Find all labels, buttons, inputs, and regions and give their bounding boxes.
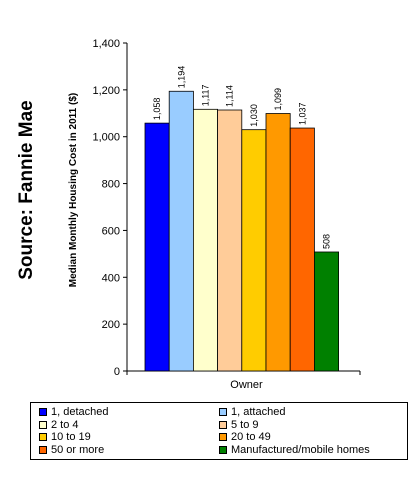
bar — [289, 127, 315, 372]
legend-swatch — [219, 420, 227, 429]
legend-item: 10 to 19 — [39, 431, 91, 443]
legend-swatch — [219, 445, 227, 454]
legend-label: 5 to 9 — [231, 418, 259, 431]
y-axis-label: Median Monthly Housing Cost in 2011 ($) — [68, 92, 79, 288]
y-tick-label: 1,400 — [92, 38, 120, 50]
legend-item: 1, attached — [219, 406, 285, 418]
data-label: 1,030 — [249, 104, 259, 127]
legend-item: 50 or more — [39, 444, 104, 456]
data-label: 508 — [322, 234, 332, 249]
legend-swatch — [219, 433, 227, 441]
legend-item: 2 to 4 — [39, 419, 79, 431]
data-label: 1,117 — [201, 84, 211, 106]
legend-item: 5 to 9 — [219, 419, 259, 431]
legend-label: 20 to 49 — [231, 431, 271, 443]
y-tick-label: 400 — [102, 272, 120, 284]
legend-swatch — [39, 433, 47, 441]
legend-item: 1, detached — [39, 406, 109, 418]
bar — [313, 251, 339, 372]
bar — [192, 108, 218, 372]
legend-label: 1, attached — [231, 406, 286, 418]
legend-swatch — [39, 445, 47, 454]
source-label: Source: Fannie Mae — [16, 100, 37, 280]
legend-swatch — [39, 420, 47, 429]
bar — [241, 129, 267, 372]
y-tick-label: 1,000 — [92, 132, 120, 144]
data-label: 1,114 — [225, 85, 235, 107]
legend-label: Manufactured/mobile homes — [231, 443, 370, 456]
data-label: 1,194 — [176, 66, 186, 89]
x-category-label: Owner — [230, 379, 263, 391]
data-label: 1,099 — [273, 88, 283, 111]
legend-label: 10 to 19 — [51, 431, 91, 443]
bar — [265, 113, 291, 372]
legend-item: 20 to 49 — [219, 431, 271, 443]
y-tick-label: 200 — [102, 319, 120, 331]
legend-swatch — [39, 408, 47, 416]
legend-label: 2 to 4 — [51, 418, 79, 431]
legend-swatch — [219, 408, 227, 416]
data-label: 1,058 — [152, 98, 162, 121]
bar — [144, 122, 170, 372]
legend: 1, detached 1, attached 2 to 4 5 to 9 10 to … — [30, 402, 408, 460]
bar-chart: 0 200 400 600 800 1,000 1,200 1,400 Owner 1,058 1,… — [92, 38, 361, 391]
y-tick-label: 600 — [102, 225, 120, 237]
data-label: 1,037 — [297, 103, 307, 126]
y-tick-label: 800 — [102, 179, 120, 191]
legend-label: 50 or more — [51, 443, 105, 456]
bar — [217, 109, 243, 372]
bar — [168, 90, 194, 372]
legend-label: 1, detached — [51, 406, 109, 418]
legend-item: Manufactured/mobile homes — [219, 444, 370, 456]
y-tick-label: 0 — [114, 366, 120, 378]
y-tick-label: 1,200 — [92, 85, 120, 97]
